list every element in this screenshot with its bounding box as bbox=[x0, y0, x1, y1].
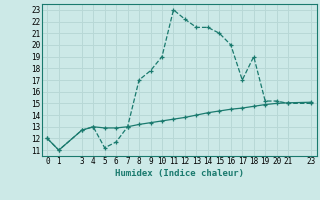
X-axis label: Humidex (Indice chaleur): Humidex (Indice chaleur) bbox=[115, 169, 244, 178]
